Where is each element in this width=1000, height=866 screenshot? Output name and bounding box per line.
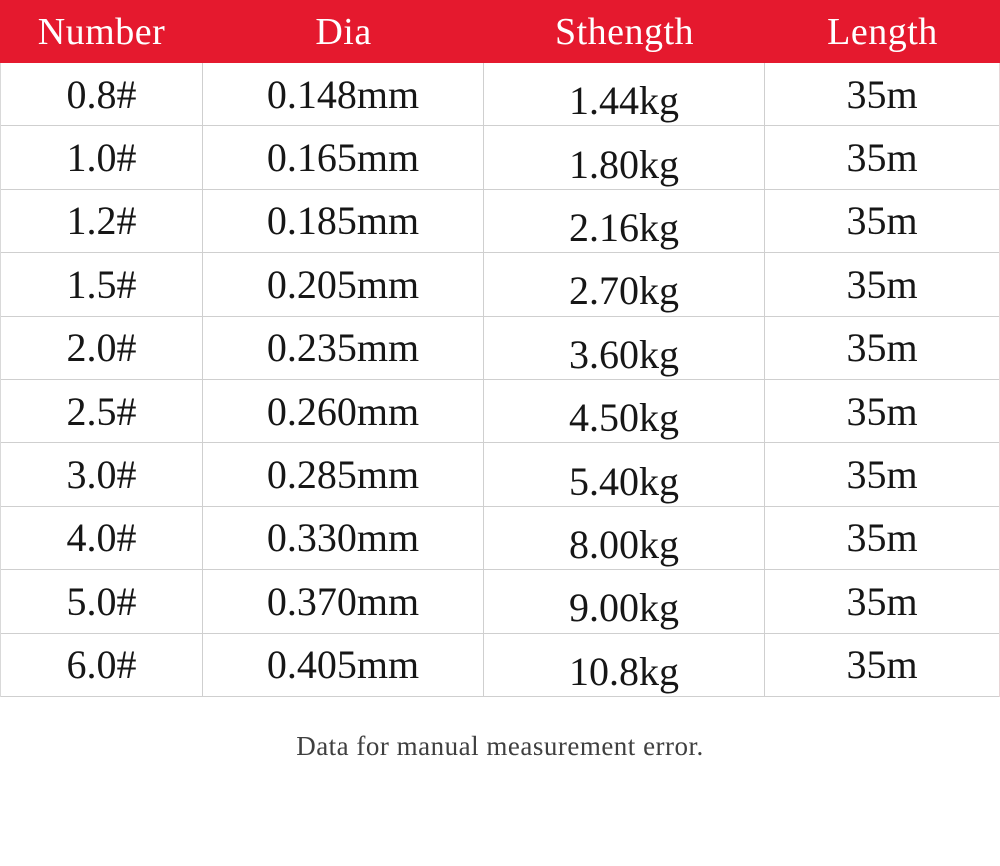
column-header-length: Length xyxy=(827,10,938,53)
cell-length: 35m xyxy=(846,325,918,371)
cell-length: 35m xyxy=(846,388,918,434)
table-body: 0.8# 0.148mm 1.44kg 35m 1.0# 0.165mm 1.8… xyxy=(0,63,1000,697)
table-row: 1.2# 0.185mm 2.16kg 35m xyxy=(1,189,999,254)
cell-strength: 1.44kg xyxy=(484,63,765,126)
table-row: 5.0# 0.370mm 9.00kg 35m xyxy=(1,570,999,634)
table-row: 0.8# 0.148mm 1.44kg 35m xyxy=(1,63,999,127)
table-row: 1.0# 0.165mm 1.80kg 35m xyxy=(1,126,999,190)
cell-dia: 0.405mm xyxy=(203,633,484,696)
cell-dia: 0.260mm xyxy=(203,379,484,443)
cell-length: 35m xyxy=(846,261,918,307)
cell-strength: 2.70kg xyxy=(484,253,765,316)
cell-number: 6.0# xyxy=(1,633,203,696)
cell-strength: 9.00kg xyxy=(484,570,765,633)
table-row: 3.0# 0.285mm 5.40kg 35m xyxy=(1,443,999,507)
cell-number: 1.2# xyxy=(1,189,203,253)
cell-dia: 0.330mm xyxy=(203,506,484,570)
cell-length: 35m xyxy=(846,71,918,117)
table-row: 1.5# 0.205mm 2.70kg 35m xyxy=(1,253,999,317)
cell-dia: 0.165mm xyxy=(203,126,484,189)
table-row: 2.5# 0.260mm 4.50kg 35m xyxy=(1,379,999,444)
column-header-strength: Sthength xyxy=(554,10,695,53)
cell-number: 0.8# xyxy=(1,63,203,126)
cell-dia: 0.148mm xyxy=(203,63,484,126)
cell-dia: 0.285mm xyxy=(203,443,484,506)
cell-dia: 0.370mm xyxy=(203,570,484,633)
cell-strength: 10.8kg xyxy=(484,633,765,696)
column-header-number: Number xyxy=(37,10,166,53)
table-row: 2.0# 0.235mm 3.60kg 35m xyxy=(1,316,999,380)
cell-strength: 5.40kg xyxy=(484,443,765,506)
cell-number: 1.0# xyxy=(1,126,203,189)
table-header-row: Number Dia Sthength Length xyxy=(0,0,1000,63)
cell-dia: 0.235mm xyxy=(203,316,484,379)
cell-length: 35m xyxy=(846,578,918,624)
cell-number: 1.5# xyxy=(1,253,203,316)
cell-strength: 2.16kg xyxy=(484,189,765,253)
fishing-line-spec-table: Number Dia Sthength Length 0.8# 0.148mm … xyxy=(0,0,1000,697)
column-header-dia: Dia xyxy=(315,10,372,53)
cell-strength: 8.00kg xyxy=(484,506,765,570)
cell-number: 3.0# xyxy=(1,443,203,506)
cell-dia: 0.205mm xyxy=(203,253,484,316)
cell-number: 5.0# xyxy=(1,570,203,633)
cell-number: 2.0# xyxy=(1,316,203,379)
measurement-error-note: Data for manual measurement error. xyxy=(296,730,704,761)
cell-strength: 1.80kg xyxy=(484,126,765,189)
table-row: 4.0# 0.330mm 8.00kg 35m xyxy=(1,506,999,571)
cell-length: 35m xyxy=(846,642,918,688)
cell-length: 35m xyxy=(846,135,918,181)
cell-strength: 4.50kg xyxy=(484,379,765,443)
cell-length: 35m xyxy=(846,515,918,561)
cell-length: 35m xyxy=(846,452,918,498)
cell-number: 4.0# xyxy=(1,506,203,570)
cell-strength: 3.60kg xyxy=(484,316,765,379)
cell-number: 2.5# xyxy=(1,379,203,443)
cell-dia: 0.185mm xyxy=(203,189,484,253)
cell-length: 35m xyxy=(846,198,918,244)
table-row: 6.0# 0.405mm 10.8kg 35m xyxy=(1,633,999,697)
